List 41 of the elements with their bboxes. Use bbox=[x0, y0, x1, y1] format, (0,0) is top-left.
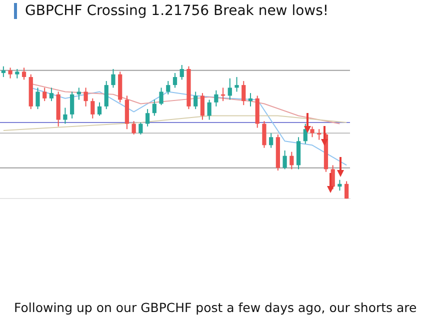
candlestick bbox=[200, 92, 205, 120]
candlestick bbox=[290, 151, 294, 170]
candlestick bbox=[111, 68, 116, 88]
candlestick bbox=[49, 87, 54, 102]
candlestick bbox=[166, 80, 170, 95]
candlestick bbox=[338, 179, 342, 192]
candlestick bbox=[180, 64, 184, 80]
candlestick bbox=[282, 150, 287, 170]
candlestick bbox=[15, 68, 20, 79]
candlestick bbox=[172, 72, 178, 88]
candlestick bbox=[317, 128, 322, 140]
candlestick bbox=[145, 108, 150, 127]
candlestick bbox=[70, 91, 74, 119]
candlestick bbox=[269, 132, 274, 148]
candlestick bbox=[132, 120, 136, 135]
candlestick bbox=[159, 87, 164, 106]
candlestick bbox=[228, 78, 232, 100]
candlestick bbox=[1, 66, 6, 78]
candlestick bbox=[234, 76, 239, 92]
candlestick bbox=[152, 99, 156, 116]
candlestick bbox=[104, 80, 108, 110]
candlestick bbox=[262, 120, 266, 148]
candlestick bbox=[97, 102, 102, 116]
candlestick bbox=[8, 67, 12, 79]
candlestick bbox=[194, 91, 198, 110]
chart-title: GBPCHF Crossing 1.21756 Break new lows! bbox=[14, 3, 329, 19]
candlestick bbox=[90, 98, 95, 119]
candlestick bbox=[36, 87, 40, 110]
candlestick bbox=[214, 90, 218, 107]
candlestick bbox=[207, 99, 212, 120]
candlestick bbox=[242, 80, 246, 106]
candlestick bbox=[63, 107, 68, 124]
text: Following up on our GBPCHF post a few days ago, our shorts are bbox=[14, 300, 417, 315]
candlestick bbox=[138, 122, 143, 135]
candlestick bbox=[76, 87, 81, 100]
candlestick bbox=[248, 92, 253, 107]
candlestick bbox=[344, 180, 349, 200]
candlestick bbox=[22, 67, 26, 80]
candlestick bbox=[310, 126, 314, 138]
candlestick bbox=[42, 87, 47, 102]
candlestick bbox=[84, 87, 88, 107]
